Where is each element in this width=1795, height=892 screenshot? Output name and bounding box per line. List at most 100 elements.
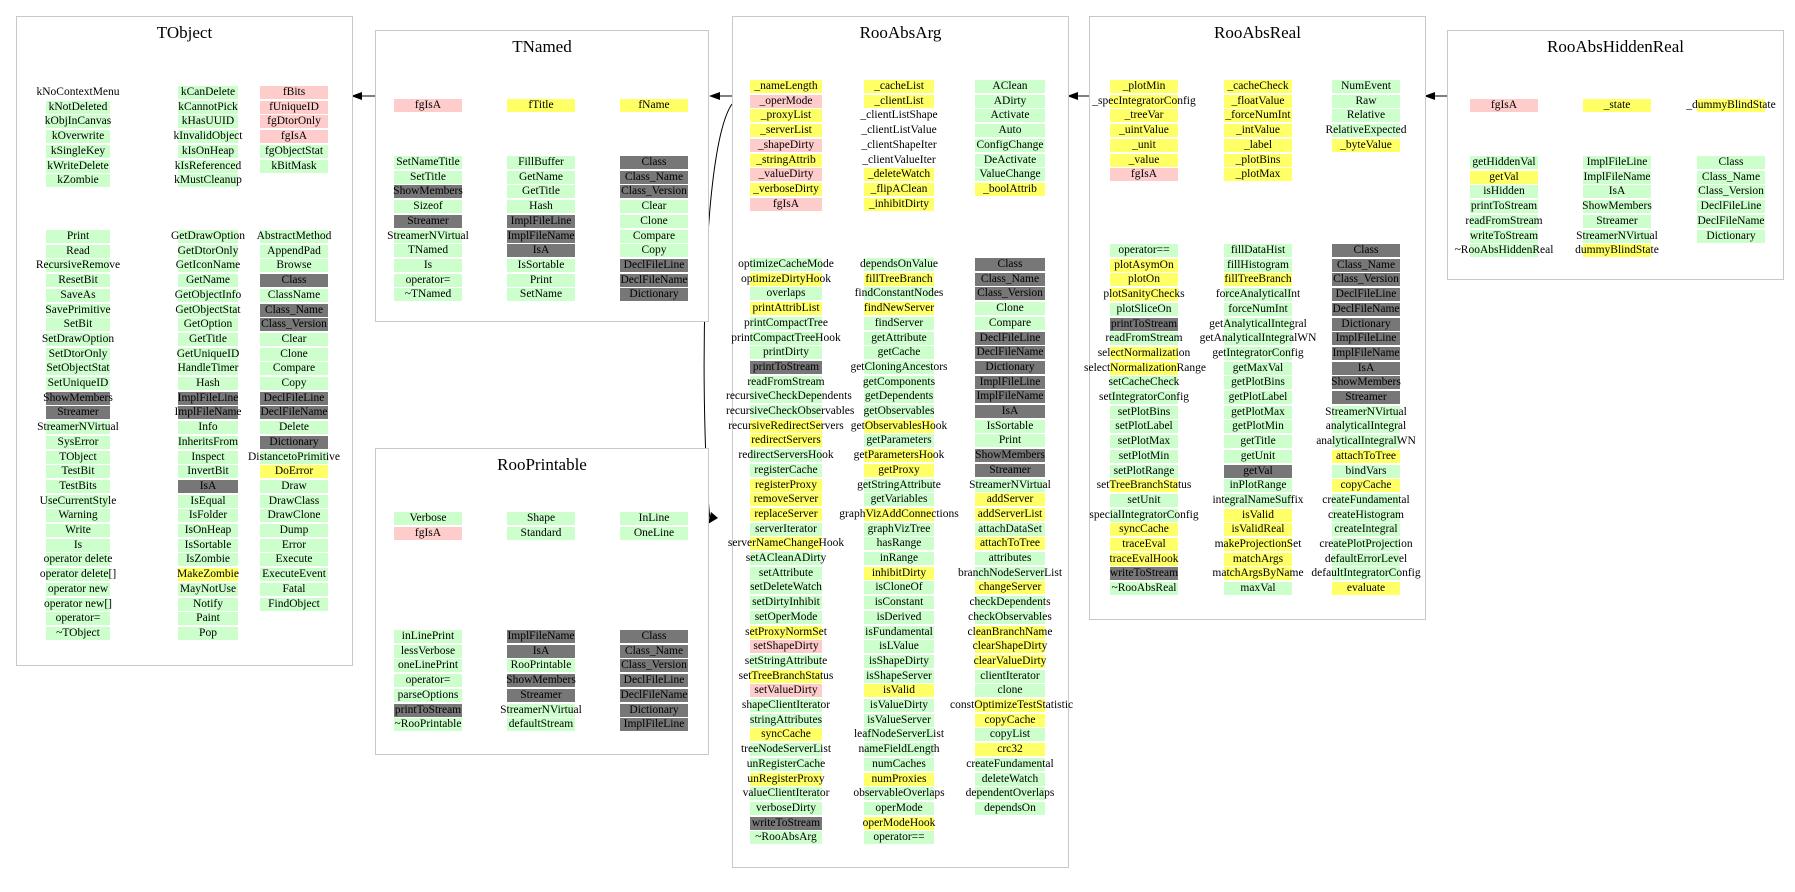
member-bg xyxy=(864,463,934,477)
member-operator-new: operator new xyxy=(18,582,138,596)
member-plotasymon: plotAsymOn xyxy=(1084,258,1204,272)
member-bg xyxy=(750,419,822,433)
member-label: ~TObject xyxy=(56,626,100,639)
member-compare: Compare xyxy=(594,229,714,243)
member-label: forceAnalyticalInt xyxy=(1215,288,1301,301)
member-plotbins: _plotBins xyxy=(1198,153,1318,167)
member-constoptimizeteststatistic: constOptimizeTestStatistic xyxy=(950,699,1073,712)
member-label: _plotBins xyxy=(1235,153,1281,166)
member-bg xyxy=(1224,493,1292,507)
member-stringattributes: stringAttributes xyxy=(726,713,846,727)
member-graphvizaddconnections: graphVizAddConnections xyxy=(839,507,959,521)
member-label: bindVars xyxy=(1345,464,1387,477)
member-label: Pop xyxy=(199,626,217,639)
member-bg xyxy=(750,360,822,374)
member-bg xyxy=(46,626,110,640)
member-bg xyxy=(1224,523,1292,537)
member-showmembers: ShowMembers xyxy=(481,674,601,688)
member-declfilename: DeclFileName xyxy=(234,406,354,420)
member-label: inLinePrint xyxy=(401,630,455,642)
member-createfundamental: createFundamental xyxy=(1306,493,1426,507)
member-bg xyxy=(1332,138,1400,152)
member-bg xyxy=(1332,552,1400,566)
member-verbosedirty: _verboseDirty xyxy=(726,182,846,196)
member-setattribute: setAttribute xyxy=(726,566,846,580)
member-class: Class xyxy=(234,274,354,288)
member-label: unRegisterCache xyxy=(746,757,826,770)
member-label: Copy xyxy=(641,244,667,257)
member-evaluate: evaluate xyxy=(1306,582,1426,596)
member-label: ImplFileLine xyxy=(1335,332,1397,345)
member-declfilename: DeclFileName xyxy=(594,688,714,702)
member-label: _clientList xyxy=(874,94,924,107)
member-getdependents: getDependents xyxy=(839,390,959,404)
member-paint: Paint xyxy=(148,612,268,626)
member-streamernvirtual: StreamerNVirtual xyxy=(1306,405,1426,419)
member-unregistercache: unRegisterCache xyxy=(726,757,846,771)
member-filltreebranch: fillTreeBranch xyxy=(839,272,959,286)
member-getplotmin: getPlotMin xyxy=(1198,420,1318,434)
member-label: Streamer xyxy=(1596,214,1638,227)
member-showmembers: ShowMembers xyxy=(1557,200,1677,214)
member-label: setValueDirty xyxy=(754,684,818,697)
member-label: Class xyxy=(1353,244,1379,256)
member-label: InheritsFrom xyxy=(177,435,239,448)
member-label: Relative xyxy=(1346,109,1386,122)
member-label: getPlotLabel xyxy=(1228,391,1288,403)
member-setbit: SetBit xyxy=(18,318,138,332)
member-label: _nameLength xyxy=(754,80,818,92)
member-bg xyxy=(260,494,328,508)
member-label: GetOption xyxy=(183,318,233,331)
member-bg xyxy=(1224,288,1292,302)
member-label: _boolAttrib xyxy=(983,182,1037,195)
member-bg xyxy=(975,463,1045,477)
member-label: isDerived xyxy=(876,610,922,623)
member-isa: IsA xyxy=(1306,361,1426,375)
member-bg xyxy=(864,375,934,389)
member-declfileline: DeclFileLine xyxy=(950,331,1070,345)
member-bg xyxy=(1110,523,1178,537)
member-bg xyxy=(975,153,1045,167)
member-label: GetDrawOption xyxy=(170,230,246,242)
member-iszombie: IsZombie xyxy=(148,553,268,567)
member-bg xyxy=(864,552,934,565)
member-label: makeProjectionSet xyxy=(1214,538,1302,550)
member-bg xyxy=(178,259,238,273)
member-deletewatch: deleteWatch xyxy=(950,772,1070,786)
member-label: copyCache xyxy=(1340,479,1392,492)
member-bg xyxy=(620,703,688,717)
member-bg xyxy=(1697,170,1765,184)
member-getplotbins: getPlotBins xyxy=(1198,376,1318,390)
member-kbitmask: kBitMask xyxy=(234,159,354,173)
member-label: _byteValue xyxy=(1340,138,1392,151)
member-getdrawoption: GetDrawOption xyxy=(148,230,268,243)
member-bg xyxy=(1224,405,1292,419)
member-label: kNotDeleted xyxy=(48,100,108,113)
member-bg xyxy=(864,168,934,182)
member-declfileline: DeclFileLine xyxy=(594,258,714,272)
member-streamernvirtual: StreamerNVirtual xyxy=(481,703,601,717)
member-inline: InLine xyxy=(594,512,714,525)
member-bg xyxy=(507,674,575,688)
member-label: printDirty xyxy=(763,346,809,359)
member-bg xyxy=(394,214,462,228)
member-parseoptions: parseOptions xyxy=(368,688,488,702)
member-bg xyxy=(1110,258,1178,272)
member-doerror: DoError xyxy=(234,465,354,479)
member-bg xyxy=(46,524,110,537)
member-bg xyxy=(975,610,1045,624)
member-label: getDependents xyxy=(864,390,934,403)
member-label: printCompactTreeHook xyxy=(731,331,841,344)
member-label: getVal xyxy=(1243,464,1273,477)
member-label: getComponents xyxy=(862,375,936,388)
member-plotsanitychecks: plotSanityChecks xyxy=(1084,288,1204,302)
member-isa: IsA xyxy=(950,405,1070,418)
member-label: writeToStream xyxy=(1109,567,1179,580)
member-stringattrib: _stringAttrib xyxy=(726,153,846,167)
member-label: InvertBit xyxy=(187,465,229,478)
member-class-version: Class_Version xyxy=(594,659,714,673)
member-crc32: crc32 xyxy=(950,743,1070,757)
member-label: fUniqueID xyxy=(269,100,319,113)
member-label: SetName xyxy=(519,288,563,301)
member-notify: Notify xyxy=(148,597,268,611)
